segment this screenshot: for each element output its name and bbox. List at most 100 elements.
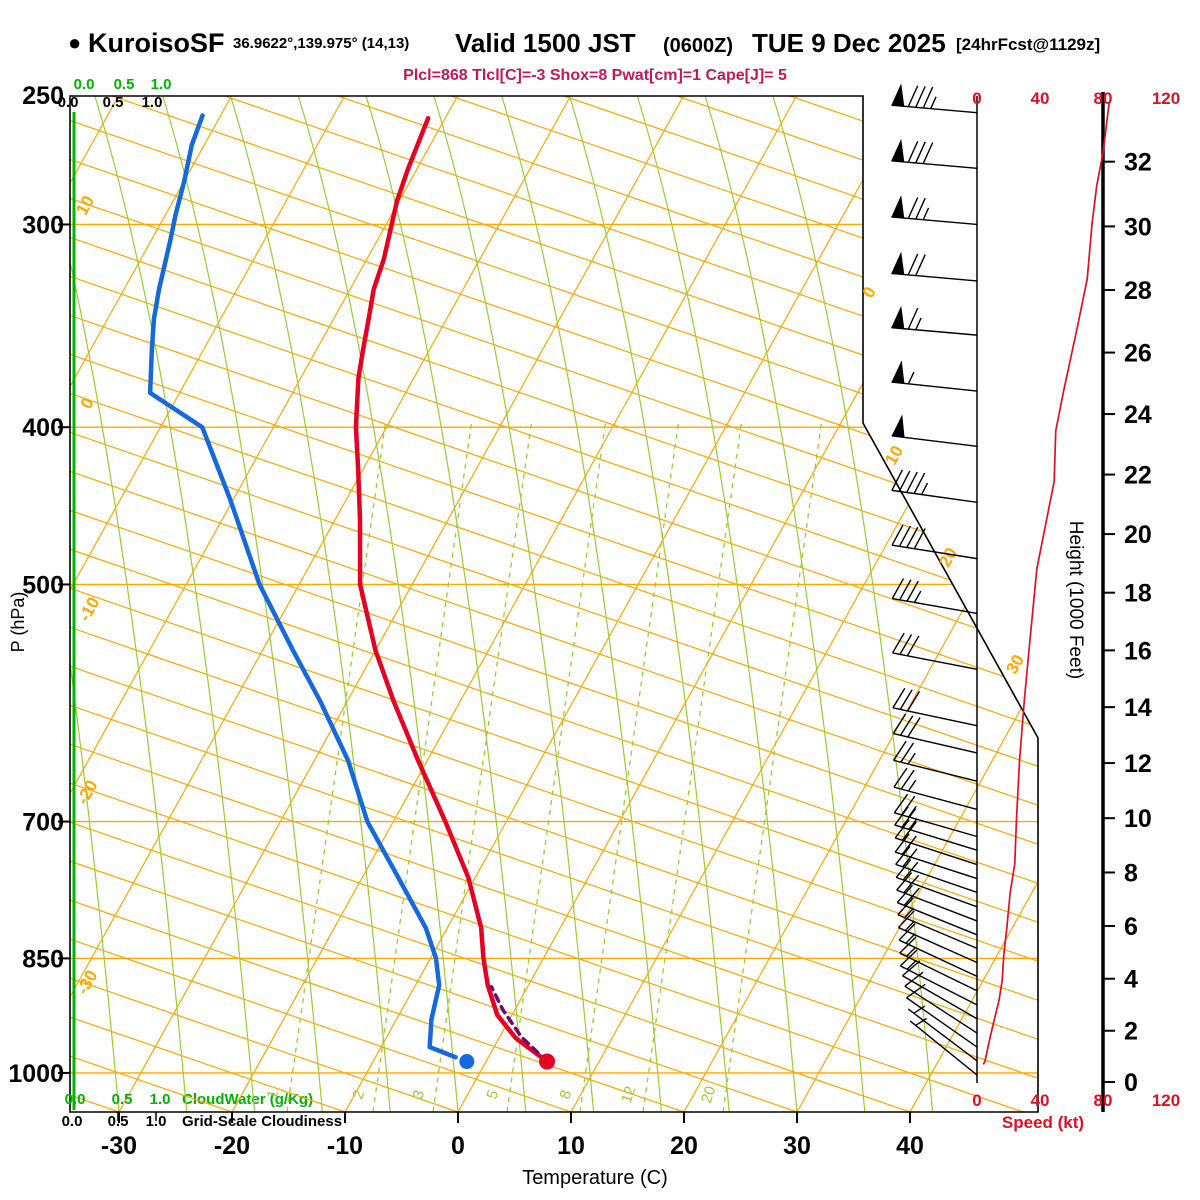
isotherm-line bbox=[909, 96, 1038, 1112]
wind-barb-full bbox=[907, 253, 919, 276]
speed-tick-label-top: 40 bbox=[1031, 89, 1050, 108]
height-tick-label: 10 bbox=[1124, 805, 1152, 833]
wind-barb-staff bbox=[907, 1008, 978, 1062]
temperature-axis-label: Temperature (C) bbox=[522, 1167, 668, 1189]
wind-barb-staff bbox=[891, 104, 978, 114]
wind-barb bbox=[891, 138, 978, 169]
dry-adiabat-line bbox=[70, 96, 1038, 1112]
wind-barb-full bbox=[894, 819, 910, 839]
dry-adiabat-line bbox=[902, 96, 1038, 1112]
dry-adiabat-line bbox=[70, 96, 911, 1112]
wind-barb-half bbox=[922, 207, 930, 221]
dry-adiabat-line bbox=[111, 96, 1038, 1112]
wind-barb-flag bbox=[891, 414, 905, 438]
valid-time: Valid 1500 JST bbox=[455, 28, 636, 58]
mixing-ratio-line bbox=[722, 422, 823, 1112]
cloudwater-scale-value-bottom: 0.5 bbox=[112, 1091, 133, 1108]
height-tick-label: 14 bbox=[1124, 694, 1152, 722]
wind-barb-full bbox=[906, 983, 926, 999]
dry-adiabat-line bbox=[0, 96, 6, 1112]
moist-adiabat-line bbox=[704, 96, 866, 1112]
wind-barb bbox=[891, 251, 978, 282]
cloudiness-scale-value-top: 0.0 bbox=[58, 94, 79, 111]
temp-tick-label: 10 bbox=[557, 1132, 585, 1160]
wind-barb-half bbox=[915, 1017, 928, 1026]
wind-barb-full bbox=[907, 717, 921, 738]
height-tick-label: 22 bbox=[1124, 462, 1152, 490]
wind-barb-full bbox=[922, 86, 934, 109]
wind-barb-full bbox=[900, 769, 915, 790]
height-tick-label: 24 bbox=[1124, 401, 1152, 429]
wind-barb bbox=[897, 897, 978, 950]
wind-barb-staff bbox=[892, 597, 978, 615]
wind-barb-full bbox=[891, 524, 904, 546]
wind-barb bbox=[891, 524, 978, 560]
dry-adiabat-line bbox=[676, 96, 1038, 1112]
wind-barb-staff bbox=[902, 975, 978, 1020]
speed-tick-label-top: 120 bbox=[1152, 89, 1180, 108]
wind-barb-full bbox=[903, 887, 920, 906]
wind-barb-staff bbox=[899, 952, 978, 992]
dry-adiabat-line bbox=[70, 96, 1038, 1112]
moist-adiabat-line bbox=[433, 96, 595, 1112]
wind-barb-staff bbox=[894, 812, 978, 838]
dry-adiabat-line bbox=[70, 96, 1024, 1112]
wind-barb bbox=[891, 578, 978, 615]
wind-barb-half bbox=[908, 818, 918, 830]
wind-barb-full bbox=[906, 526, 919, 548]
wind-barb bbox=[892, 687, 978, 727]
dry-adiabat-line bbox=[70, 96, 572, 1112]
speed-tick-label-top: 0 bbox=[972, 89, 981, 108]
pressure-tick-label: 300 bbox=[22, 211, 64, 239]
moist-adiabat-line bbox=[162, 96, 323, 1112]
temp-tick-label: 20 bbox=[670, 1132, 698, 1160]
isotherm-line bbox=[231, 96, 797, 1112]
wind-barb-full bbox=[922, 142, 934, 164]
wind-barb-staff bbox=[893, 759, 978, 782]
wind-barb-full bbox=[901, 808, 917, 828]
dry-adiabat-line bbox=[70, 96, 1038, 1112]
wind-barb bbox=[891, 360, 978, 392]
valid-date: TUE 9 Dec 2025 bbox=[752, 28, 946, 58]
moist-adiabat-line bbox=[568, 96, 730, 1112]
height-tick-label: 30 bbox=[1124, 213, 1152, 241]
mixing-ratio-label: 8 bbox=[556, 1088, 575, 1101]
cloudwater-scale-value-top: 0.0 bbox=[74, 76, 95, 93]
height-tick-label: 16 bbox=[1124, 637, 1152, 665]
wind-barb-full bbox=[915, 254, 926, 276]
wind-barb bbox=[894, 833, 978, 880]
wind-barb-staff bbox=[898, 939, 978, 978]
isotherm-edge-label: 0 bbox=[859, 284, 880, 301]
height-tick-label: 12 bbox=[1124, 750, 1152, 778]
wind-barb-flag bbox=[891, 305, 905, 329]
wind-barb bbox=[895, 845, 978, 894]
wind-barb-half bbox=[905, 946, 917, 957]
wind-barb-full bbox=[902, 848, 918, 868]
temp-tick-label: 30 bbox=[783, 1132, 811, 1160]
dry-adiabat-line bbox=[70, 96, 1038, 1112]
moist-adiabat-line bbox=[94, 96, 256, 1112]
wind-barb bbox=[894, 806, 978, 851]
cloudiness-scale-value-top: 1.0 bbox=[142, 94, 163, 111]
wind-barb-staff bbox=[900, 965, 978, 1006]
wind-barb bbox=[896, 872, 978, 922]
wind-barb-half bbox=[906, 959, 917, 970]
dry-adiabat-line bbox=[70, 96, 1038, 1112]
forecast-tag: [24hrFcst@1129z] bbox=[956, 35, 1100, 54]
dry-adiabat-line bbox=[70, 96, 1038, 1112]
wind-barb-full bbox=[906, 580, 919, 602]
height-tick-label: 20 bbox=[1124, 521, 1152, 549]
moist-adiabat-line bbox=[501, 96, 662, 1112]
wind-barb-flag bbox=[891, 195, 905, 219]
height-axis-label: Height (1000 Feet) bbox=[1065, 521, 1086, 679]
wind-barb bbox=[898, 923, 978, 978]
pressure-tick-label: 700 bbox=[22, 809, 64, 837]
wind-barb-half bbox=[913, 1005, 926, 1014]
wind-barb-full bbox=[893, 793, 909, 814]
height-tick-label: 4 bbox=[1124, 966, 1138, 994]
height-tick-label: 32 bbox=[1124, 149, 1152, 177]
wind-barb-full bbox=[892, 740, 907, 761]
dry-adiabat-line bbox=[70, 96, 1038, 1112]
wind-barb-half bbox=[905, 933, 916, 944]
